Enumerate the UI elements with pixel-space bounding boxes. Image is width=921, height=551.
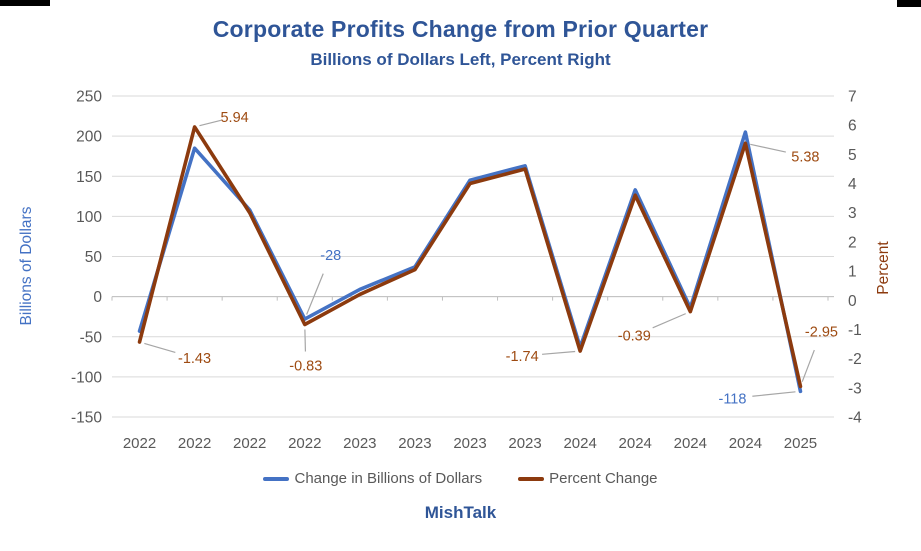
data-label: -2.95: [805, 324, 838, 340]
x-axis-label: 2024: [619, 435, 652, 452]
data-label: -1.74: [506, 349, 539, 365]
x-axis-label: 2024: [563, 435, 596, 452]
data-label-leader-line: [752, 391, 796, 397]
left-axis-title: Billions of Dollars: [18, 206, 35, 325]
data-label-leader-line: [801, 349, 815, 382]
y-axis-tick-label-left: 250: [76, 89, 102, 106]
data-label-leader-line: [750, 143, 786, 153]
legend-line-swatch-brown: [518, 476, 545, 481]
chart-title: Corporate Profits Change from Prior Quar…: [212, 16, 709, 42]
legend-line-swatch-blue: [263, 476, 290, 481]
y-axis-tick-label-left: 150: [76, 169, 102, 186]
data-label: -118: [718, 391, 746, 407]
x-axis-label: 2024: [729, 435, 762, 452]
x-axis-label: 2023: [453, 435, 486, 452]
x-axis-label: 2022: [288, 435, 321, 452]
y-axis-tick-label-left: 100: [76, 209, 102, 226]
chart-legend: Change in Billions of Dollars Percent Ch…: [0, 470, 921, 487]
data-label: -28: [320, 248, 341, 264]
y-axis-tick-label-left: 50: [85, 249, 103, 266]
legend-label-billions: Change in Billions of Dollars: [294, 470, 483, 487]
y-axis-tick-label-right: 6: [848, 118, 857, 135]
series-line-billions: [137, 130, 803, 394]
x-axis-label: 2023: [398, 435, 431, 452]
y-axis-tick-label-right: -4: [848, 410, 862, 427]
y-axis-tick-label-right: -3: [848, 380, 862, 397]
data-label-leader-line: [542, 350, 576, 355]
data-label: -0.83: [289, 358, 322, 374]
data-label: 5.94: [220, 110, 248, 126]
y-axis-tick-label-right: 4: [848, 176, 857, 193]
chart-subtitle: Billions of Dollars Left, Percent Right: [310, 50, 611, 69]
data-label: -0.39: [618, 329, 651, 345]
data-label-leader-line: [652, 313, 686, 329]
source-credit: MishTalk: [424, 503, 497, 522]
x-axis-label: 2022: [233, 435, 266, 452]
y-axis-tick-label-right: 7: [848, 89, 857, 106]
right-axis-title: Percent: [875, 241, 892, 295]
y-axis-tick-label-left: -100: [71, 369, 102, 386]
data-label-leader-line: [199, 119, 222, 127]
y-axis-tick-label-right: -1: [848, 322, 862, 339]
x-axis-label: 2023: [343, 435, 376, 452]
legend-item-billions: Change in Billions of Dollars: [263, 470, 482, 487]
screen-artifact-top-right: [897, 0, 921, 7]
legend-label-percent: Percent Change: [549, 470, 658, 487]
y-axis-tick-label-right: 2: [848, 234, 857, 251]
y-axis-tick-label-right: 3: [848, 205, 857, 222]
data-label-leader-line: [306, 273, 324, 315]
y-axis-tick-label-right: 1: [848, 264, 857, 281]
y-axis-tick-label-right: 0: [848, 293, 857, 310]
y-axis-tick-label-right: 5: [848, 147, 857, 164]
y-axis-tick-label-left: -150: [71, 410, 102, 427]
data-label-leader-line: [304, 329, 307, 352]
x-axis-label: 2025: [784, 435, 817, 452]
data-label: 5.38: [791, 149, 819, 165]
data-label-leader-line: [144, 342, 176, 353]
x-axis-label: 2024: [674, 435, 707, 452]
data-label: -1.43: [178, 351, 211, 367]
y-axis-tick-label-left: 0: [93, 289, 102, 306]
y-axis-tick-label-right: -2: [848, 351, 862, 368]
x-axis-label: 2022: [178, 435, 211, 452]
x-axis-label: 2023: [508, 435, 541, 452]
screen-artifact-top-left: [0, 0, 50, 6]
legend-item-percent: Percent Change: [518, 470, 658, 487]
x-axis-label: 2022: [123, 435, 156, 452]
y-axis-tick-label-left: 200: [76, 129, 102, 146]
y-axis-tick-label-left: -50: [80, 329, 103, 346]
series-line-percent: [137, 125, 803, 389]
